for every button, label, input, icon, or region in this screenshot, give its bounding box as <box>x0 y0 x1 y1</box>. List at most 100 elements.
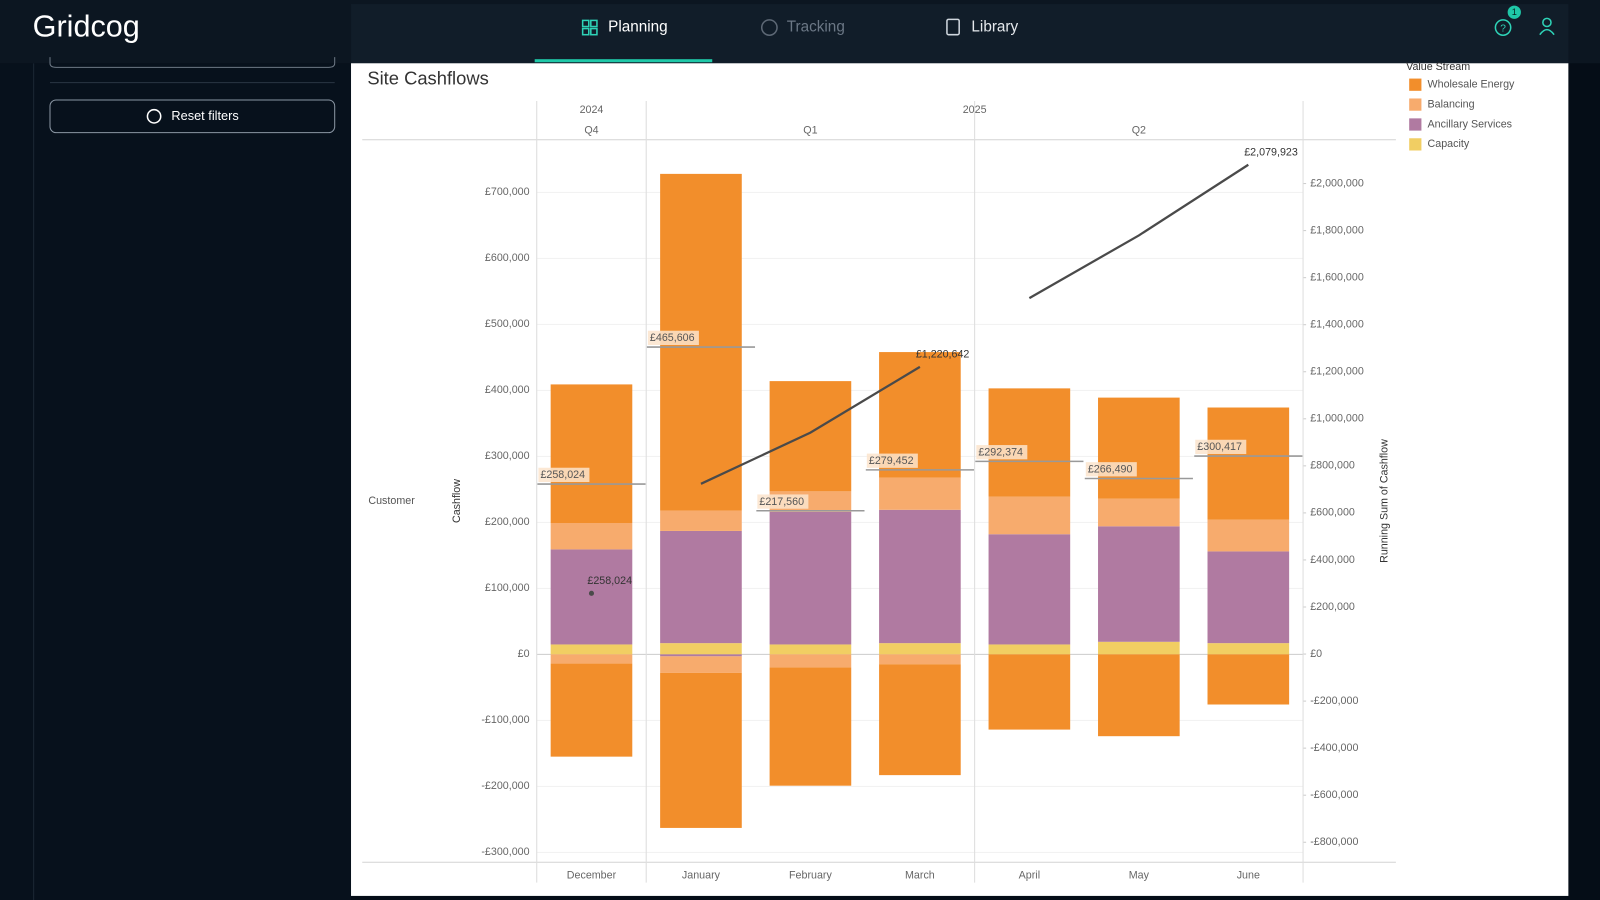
y2-tick-label: £1,000,000 <box>1310 413 1364 425</box>
total-label-bg <box>757 494 809 509</box>
total-label-bg <box>1195 439 1247 455</box>
bar-segment <box>879 509 961 644</box>
quarter-label: Q2 <box>1132 124 1146 136</box>
legend-label: Ancillary Services <box>1428 118 1512 130</box>
legend-swatch <box>1409 138 1422 151</box>
bar-segment <box>988 388 1071 497</box>
bar-segment <box>660 654 742 657</box>
button-label: Reset filters <box>171 108 238 123</box>
x-tick-label: April <box>1019 869 1040 881</box>
bar-segment <box>1207 519 1290 552</box>
bar-segment <box>988 644 1071 655</box>
y2-axis-title: Running Sum of Cashflow <box>1379 439 1391 563</box>
tab-label: Tracking <box>787 19 845 36</box>
year-label: 2024 <box>580 104 604 116</box>
x-tick-label: December <box>567 869 617 881</box>
bar-segment <box>550 663 633 757</box>
help-icon <box>1494 19 1512 36</box>
y2-tick-label: £1,400,000 <box>1310 319 1364 331</box>
legend-label: Capacity <box>1428 138 1470 150</box>
x-tick-label: May <box>1129 869 1150 881</box>
bar-segment <box>1207 643 1290 655</box>
bar-segment <box>660 643 742 655</box>
running-sum-line <box>1028 163 1249 300</box>
y-tick-label: -£300,000 <box>481 846 529 858</box>
bar-segment <box>879 643 961 655</box>
running-sum-label: £258,024 <box>587 575 632 587</box>
bar-segment <box>550 644 633 655</box>
total-label: £279,452 <box>869 455 914 467</box>
bar-segment <box>1207 551 1290 644</box>
tab-label: Planning <box>608 19 668 36</box>
y2-tick-label: -£800,000 <box>1310 836 1358 848</box>
total-label-bg <box>647 330 699 346</box>
total-label: £292,374 <box>978 447 1023 459</box>
legend-label: Balancing <box>1428 98 1475 110</box>
legend-swatch <box>1409 118 1422 131</box>
bar-segment <box>769 381 852 492</box>
bar-segment <box>879 477 961 510</box>
reset-filters-button[interactable]: Reset filters <box>49 99 336 134</box>
y2-tick-label: £1,600,000 <box>1310 271 1364 283</box>
y-axis-title: Cashflow <box>451 479 463 523</box>
bar-segment <box>879 664 961 776</box>
user-icon <box>1539 28 1555 36</box>
tab-icon <box>760 19 778 36</box>
y2-tick-label: £0 <box>1310 648 1322 660</box>
x-tick-label: January <box>682 869 721 881</box>
y-tick-label: £500,000 <box>485 318 530 330</box>
logo[interactable]: Gridcog <box>33 10 140 44</box>
y-tick-label: £400,000 <box>485 384 530 396</box>
total-label: £266,490 <box>1088 464 1133 476</box>
bar-segment <box>1098 397 1180 499</box>
y-tick-label: £100,000 <box>485 582 530 594</box>
badge <box>1507 5 1521 19</box>
bar-segment <box>1098 526 1180 642</box>
bar-segment <box>660 672 742 828</box>
bar-segment <box>550 549 633 645</box>
tab-icon <box>590 19 598 28</box>
sidebar <box>0 63 352 900</box>
filter-edge <box>49 57 336 68</box>
user-icon <box>1542 17 1552 28</box>
tab-planning[interactable]: Planning <box>534 19 713 63</box>
tab-tracking[interactable]: Tracking <box>760 19 845 36</box>
legend-title: Value Stream <box>1406 61 1470 73</box>
bar-segment <box>660 530 742 644</box>
total-label-bg <box>1085 462 1137 477</box>
y-tick-label: £300,000 <box>485 450 530 462</box>
bar-segment <box>769 654 852 668</box>
legend-label: Wholesale Energy <box>1428 79 1516 91</box>
chart-title: Site Cashflows <box>367 67 488 88</box>
help-button[interactable]: ? 1 <box>1494 5 1521 36</box>
bar-segment <box>550 384 633 524</box>
y-tick-label: £200,000 <box>485 516 530 528</box>
bar-segment <box>550 523 633 550</box>
total-label: £300,417 <box>1197 441 1242 453</box>
total-label-bg <box>538 467 590 483</box>
bar-segment <box>1098 498 1180 527</box>
y2-tick-label: £400,000 <box>1310 554 1355 566</box>
running-sum-line <box>700 365 921 485</box>
bar-segment <box>1207 654 1290 705</box>
tab-label: Library <box>971 19 1018 36</box>
user-button[interactable] <box>1539 17 1555 36</box>
total-label: £258,024 <box>540 469 585 481</box>
tab-icon <box>581 27 590 36</box>
bar-segment <box>769 667 852 786</box>
y-tick-label: £700,000 <box>485 186 530 198</box>
x-tick-label: March <box>905 869 935 881</box>
tab-library[interactable]: Library <box>946 19 1019 36</box>
y2-tick-label: -£200,000 <box>1310 695 1358 707</box>
bar-segment <box>769 644 852 655</box>
bar-segment <box>988 654 1071 730</box>
bar-segment <box>1207 407 1290 520</box>
bar-segment <box>769 511 852 645</box>
total-label-bg <box>866 453 918 468</box>
quarter-label: Q4 <box>584 124 598 136</box>
tab-icon <box>581 19 590 28</box>
y2-tick-label: -£600,000 <box>1310 789 1358 801</box>
running-sum-point <box>588 590 595 596</box>
y-tick-label: £0 <box>518 648 530 660</box>
